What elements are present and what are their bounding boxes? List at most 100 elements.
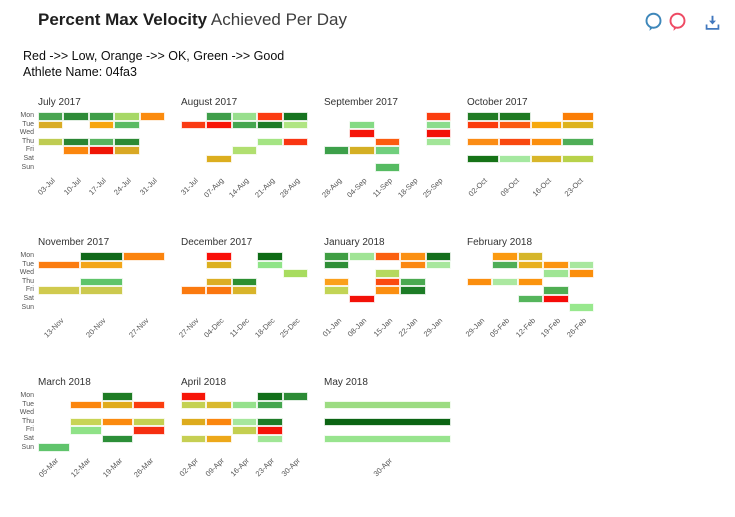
heatmap-plot-area: [324, 252, 451, 312]
week-tick-label: 20-Nov: [84, 316, 108, 340]
heatmap-cell: [543, 286, 569, 295]
day-label: Sun: [21, 303, 34, 311]
heatmap-cell: [231, 286, 258, 295]
heatmap-cell: [425, 112, 451, 121]
heatmap-cell: [133, 400, 165, 410]
heatmap-cell: [324, 252, 350, 261]
heatmap-cell: [324, 286, 350, 295]
heatmap-cell: [568, 303, 594, 312]
heatmap-cell: [257, 392, 283, 401]
heatmap-cell: [257, 434, 283, 444]
heatmap-cell: [467, 112, 499, 121]
heatmap-cell: [206, 154, 232, 164]
heatmap-cell: [231, 120, 258, 130]
week-tick-label: 16-Oct: [530, 176, 553, 199]
week-tick-label: 23-Apr: [253, 456, 277, 479]
heatmap-grid: [181, 392, 308, 452]
day-label: Thu: [21, 277, 34, 285]
week-tick-label: 11-Dec: [227, 316, 251, 340]
week-axis: 05-Mar 12-Mar 19-Mar 26-Mar: [37, 452, 165, 516]
comment-balloon-blue-icon[interactable]: [643, 12, 664, 33]
heatmap-cell: [374, 269, 401, 278]
heatmap-cell: [101, 392, 134, 401]
heatmap-cell: [492, 277, 518, 287]
heatmap-cell: [63, 137, 89, 147]
heatmap-cell: [38, 120, 64, 130]
day-label: Fri: [25, 146, 34, 154]
heatmap-cell: [349, 294, 375, 304]
month-title: September 2017: [324, 97, 398, 108]
week-tick-label: 16-Apr: [228, 456, 251, 479]
heatmap-cell: [425, 120, 451, 130]
heatmap-cell: [206, 417, 232, 427]
day-label: Mon: [20, 392, 34, 399]
week-axis: 30-Apr: [324, 452, 451, 516]
heatmap-cell: [282, 112, 308, 121]
month-title: July 2017: [38, 97, 81, 108]
week-axis: 29-Jan 05-Feb 12-Feb 19-Feb 26-Feb: [463, 312, 594, 376]
heatmap-cell: [324, 146, 350, 155]
heatmap-grid: [38, 252, 165, 312]
heatmap-cell: [324, 400, 451, 410]
heatmap-cell: [282, 137, 308, 147]
month-august-2017: August 2017 31-Jul 07-Aug 14-Aug 21-Aug 28-Au…: [179, 97, 308, 237]
heatmap-cell: [80, 286, 123, 295]
heatmap-cell: [374, 286, 401, 295]
heatmap-cell: [231, 146, 258, 155]
page-title: Percent Max Velocity Achieved Per Day: [38, 10, 347, 30]
heatmap-plot-area: [181, 252, 308, 312]
week-tick-label: 30-Apr: [371, 456, 394, 479]
heatmap-cell: [517, 294, 544, 304]
heatmap-cell: [543, 260, 569, 270]
heatmap-grid: [38, 112, 165, 172]
download-icon[interactable]: [703, 13, 722, 32]
heatmap-cell: [374, 163, 401, 172]
day-axis: Mon Tue Wed Thu Fri Sat Sun: [7, 392, 34, 452]
week-axis: 02-Oct 09-Oct 16-Oct 23-Oct: [467, 172, 594, 236]
heatmap-cell: [101, 400, 134, 410]
heatmap-cell: [282, 120, 308, 130]
heatmap-cell: [562, 112, 594, 121]
heatmap-cell: [517, 252, 544, 261]
heatmap-cell: [181, 286, 207, 295]
month-october-2017: October 2017 02-Oct 09-Oct 16-Oct 23-Oct: [467, 97, 594, 237]
page-title-suffix: Achieved Per Day: [207, 10, 347, 29]
day-label: Mon: [20, 252, 34, 259]
week-tick-label: 08-Jan: [345, 316, 369, 339]
heatmap-cell: [498, 154, 531, 164]
heatmap-cell: [543, 269, 569, 278]
week-tick-label: 31-Jul: [179, 176, 201, 197]
heatmap-cell: [530, 154, 563, 164]
month-title: April 2018: [181, 377, 227, 388]
chart-toolbar: [643, 12, 722, 33]
week-tick-label: 29-Jan: [463, 316, 487, 339]
heatmap-cell: [231, 426, 258, 435]
heatmap-grid: [467, 112, 594, 172]
week-tick-label: 22-Jan: [396, 316, 420, 339]
heatmap-cell: [69, 400, 102, 410]
heatmap-plot-area: [181, 112, 308, 172]
week-tick-label: 18-Sep: [395, 176, 420, 200]
heatmap-cell: [88, 112, 115, 121]
heatmap-cell: [257, 137, 283, 147]
week-tick-label: 31-Jul: [137, 176, 159, 197]
week-tick-label: 26-Mar: [132, 456, 156, 480]
day-label: Tue: [22, 120, 34, 128]
month-band: March 2018 Mon Tue Wed Thu Fri Sat Sun 05-Mar 12-…: [20, 377, 594, 517]
heatmap-cell: [562, 137, 594, 147]
athlete-name-text: Athlete Name: 04fa3: [23, 64, 137, 79]
week-tick-label: 30-Apr: [279, 456, 302, 479]
comment-balloon-red-icon[interactable]: [667, 12, 688, 33]
day-label: Sun: [21, 163, 34, 171]
heatmap-cell: [498, 112, 531, 121]
chart-subtitle: Red ->> Low, Orange ->> OK, Green ->> Go…: [23, 49, 284, 80]
heatmap-cell: [349, 129, 375, 138]
heatmap-cell: [139, 112, 165, 121]
week-tick-label: 19-Feb: [539, 316, 563, 340]
heatmap-cell: [492, 252, 518, 261]
heatmap-cell: [517, 260, 544, 270]
heatmap-cell: [181, 400, 207, 410]
heatmap-cell: [374, 146, 401, 155]
heatmap-plot-area: [181, 392, 308, 452]
page-title-main: Percent Max Velocity: [38, 10, 208, 29]
